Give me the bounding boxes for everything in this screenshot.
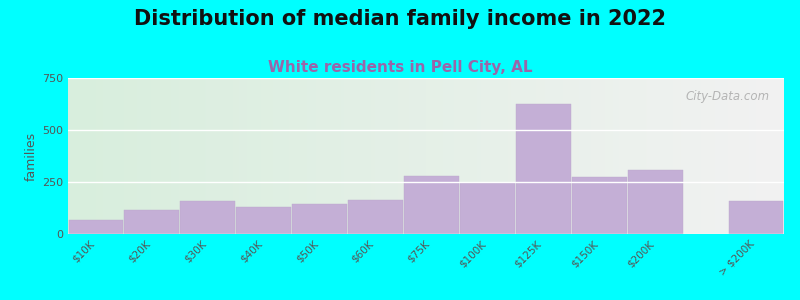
Bar: [729, 201, 783, 234]
Text: Distribution of median family income in 2022: Distribution of median family income in …: [134, 9, 666, 29]
Y-axis label: families: families: [25, 131, 38, 181]
Text: City-Data.com: City-Data.com: [686, 91, 770, 103]
Bar: [236, 207, 291, 234]
Bar: [181, 201, 235, 234]
Bar: [292, 204, 347, 234]
Bar: [404, 176, 459, 234]
Bar: [572, 177, 627, 234]
Bar: [628, 169, 682, 234]
Text: White residents in Pell City, AL: White residents in Pell City, AL: [268, 60, 532, 75]
Bar: [125, 210, 179, 234]
Bar: [460, 183, 515, 234]
Bar: [348, 200, 403, 234]
Bar: [516, 104, 571, 234]
Bar: [69, 220, 123, 234]
